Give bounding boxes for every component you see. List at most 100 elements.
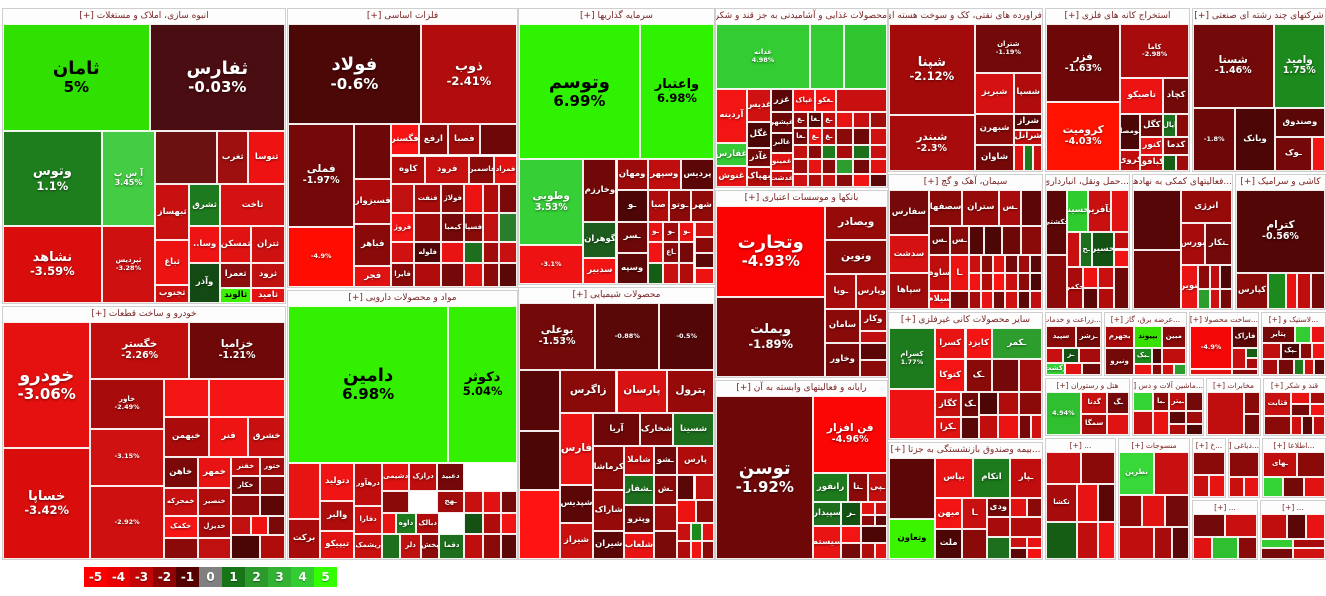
tile-وپترو[interactable]: وپترو bbox=[624, 505, 654, 534]
tile-کدما[interactable]: کدما bbox=[1163, 137, 1189, 155]
tile[interactable] bbox=[1277, 359, 1294, 375]
tile-مبین[interactable]: مبین bbox=[1161, 326, 1186, 349]
tile-وخارزم[interactable]: وخارزم bbox=[583, 159, 617, 222]
tile-فولاد[interactable]: فولاد -0.6% bbox=[288, 24, 421, 124]
sector-header-metals[interactable]: فلزات اساسی [+] bbox=[288, 9, 517, 25]
tile-تکشا[interactable]: تکشا bbox=[1046, 484, 1078, 522]
tile[interactable] bbox=[1173, 363, 1186, 375]
tile-نشاهد[interactable]: نشاهد -3.59% bbox=[3, 226, 102, 303]
tile[interactable] bbox=[1005, 273, 1018, 292]
sector-header-telecom[interactable]: مخابرات [+] bbox=[1207, 379, 1260, 393]
tile[interactable] bbox=[968, 225, 984, 256]
tile[interactable] bbox=[980, 255, 994, 274]
sector-header-investment[interactable]: سرمایه گذاریها [+] bbox=[519, 9, 714, 25]
tile-غنوش[interactable]: غنوش bbox=[716, 165, 747, 187]
tile[interactable] bbox=[822, 173, 836, 187]
tile-بپیوند[interactable]: بپیوند bbox=[1134, 326, 1162, 349]
sector-header-chemicals[interactable]: محصولات شیمیایی [+] bbox=[519, 288, 714, 304]
tile-کرومیت[interactable]: کرومیت -4.03% bbox=[1046, 101, 1121, 171]
tile[interactable] bbox=[1032, 144, 1042, 171]
sector-header-agriculture[interactable]: ...زراعت و خدمات [+] bbox=[1046, 313, 1101, 327]
tile[interactable] bbox=[653, 505, 677, 531]
tile[interactable] bbox=[500, 513, 517, 534]
sector-header-metal-mining[interactable]: استخراج کانه های فلزی [+] bbox=[1046, 9, 1189, 25]
tile-فسبزوار[interactable]: فسبزوار bbox=[354, 179, 392, 224]
tile-ـس[interactable]: ـس bbox=[999, 190, 1021, 226]
tile[interactable] bbox=[1151, 348, 1162, 364]
tile-سیستم[interactable]: سیستم bbox=[813, 526, 841, 559]
tile[interactable] bbox=[1293, 547, 1325, 559]
tile-اتکام[interactable]: اتکام bbox=[973, 458, 1010, 499]
tile[interactable] bbox=[1163, 154, 1177, 171]
tile-فنفت[interactable]: فنفت bbox=[413, 184, 442, 214]
tile-ثمسکن[interactable]: ثمسکن bbox=[220, 226, 252, 263]
tile[interactable] bbox=[676, 523, 691, 542]
tile-ـک[interactable]: ـک bbox=[965, 359, 992, 393]
tile-ملت[interactable]: ملت bbox=[934, 528, 963, 559]
tile[interactable] bbox=[647, 242, 664, 264]
tile-فصبا[interactable]: فصبا bbox=[448, 123, 481, 156]
tile[interactable] bbox=[968, 291, 981, 309]
sector-header-machinery-products[interactable]: ...ساخت محصولا [+] bbox=[1190, 313, 1258, 327]
tile-شاملا[interactable]: شاملا bbox=[624, 446, 654, 475]
tile[interactable] bbox=[208, 378, 285, 417]
tile[interactable] bbox=[1002, 225, 1021, 256]
tile[interactable] bbox=[1285, 273, 1297, 309]
tile[interactable] bbox=[676, 541, 691, 559]
tile-سمگا[interactable]: سمگا bbox=[1080, 413, 1108, 435]
tile-فایرا[interactable]: فایرا bbox=[391, 263, 414, 287]
tile-فروژ[interactable]: فروژ bbox=[391, 213, 414, 243]
tile[interactable] bbox=[1029, 291, 1042, 309]
tile[interactable] bbox=[163, 537, 198, 559]
tile[interactable] bbox=[1303, 359, 1315, 375]
tile-ـا[interactable]: ـا bbox=[962, 498, 987, 529]
tile-پتایر[interactable]: پتایر bbox=[1262, 326, 1295, 344]
tile[interactable] bbox=[861, 526, 887, 543]
tile[interactable] bbox=[696, 500, 714, 524]
tile[interactable] bbox=[968, 273, 981, 292]
tile[interactable] bbox=[859, 330, 887, 343]
tile[interactable] bbox=[1313, 415, 1325, 435]
tile-پارسان[interactable]: پارسان bbox=[616, 369, 668, 414]
tile-شبهرن[interactable]: شبهرن bbox=[974, 113, 1015, 145]
tile[interactable] bbox=[1229, 452, 1259, 477]
tile[interactable] bbox=[1207, 392, 1245, 435]
tile-فجر[interactable]: فجر bbox=[354, 265, 392, 287]
tile[interactable] bbox=[1161, 348, 1186, 364]
tile-توسن[interactable]: توسن -1.92% bbox=[716, 396, 814, 559]
tile-ـوتو[interactable]: ـوتو bbox=[669, 190, 691, 222]
tile-ـک[interactable]: ـک bbox=[960, 392, 980, 417]
tile-پردیس[interactable]: پردیس bbox=[680, 159, 714, 191]
tile-شتران[interactable]: شتران -1.19% bbox=[974, 24, 1042, 73]
tile-غدشت[interactable]: غدشت bbox=[770, 170, 793, 187]
tile-دبالک[interactable]: دبالک bbox=[416, 513, 440, 534]
tile-والبر[interactable]: والبر bbox=[320, 500, 355, 532]
tile[interactable] bbox=[1193, 452, 1225, 475]
tile-ـو[interactable]: ـو bbox=[678, 221, 695, 243]
tile[interactable] bbox=[482, 184, 499, 214]
tile[interactable] bbox=[1283, 476, 1304, 497]
tile[interactable] bbox=[997, 392, 1020, 415]
tile-وتوس[interactable]: وتوس 1.1% bbox=[3, 131, 102, 227]
tile[interactable] bbox=[288, 462, 321, 519]
tile-وپارس[interactable]: وپارس bbox=[856, 274, 887, 309]
tile[interactable] bbox=[163, 378, 209, 417]
sector-header-minerals[interactable]: سایر محصولات کانی غیرفلزی [+] bbox=[889, 313, 1042, 329]
tile[interactable] bbox=[835, 144, 853, 160]
tile[interactable] bbox=[1193, 474, 1209, 497]
tile-غمینو[interactable]: غمینو bbox=[770, 152, 793, 171]
tile-ومهان[interactable]: ومهان bbox=[616, 159, 648, 191]
tile[interactable] bbox=[835, 89, 887, 112]
tile[interactable] bbox=[1302, 415, 1314, 435]
tile[interactable] bbox=[1080, 452, 1115, 485]
tile[interactable] bbox=[1165, 494, 1189, 527]
tile[interactable] bbox=[1133, 411, 1153, 435]
tile[interactable] bbox=[1296, 273, 1311, 309]
tile[interactable] bbox=[1186, 392, 1203, 412]
tile[interactable] bbox=[464, 533, 483, 559]
tile[interactable] bbox=[852, 128, 870, 145]
tile[interactable] bbox=[1020, 225, 1042, 256]
tile-وبملت[interactable]: وبملت -1.89% bbox=[716, 296, 826, 377]
tile-وکار[interactable]: وکار bbox=[859, 308, 887, 331]
tile[interactable] bbox=[861, 542, 876, 559]
